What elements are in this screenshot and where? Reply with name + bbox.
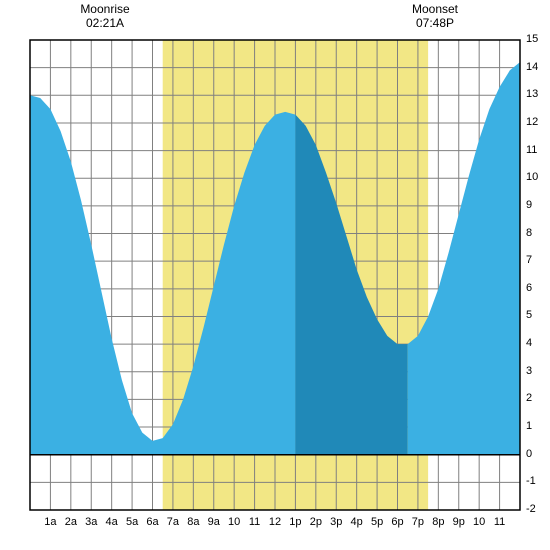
x-tick-label: 2p	[310, 516, 322, 528]
x-tick-label: 9p	[453, 516, 465, 528]
y-tick-label: 6	[526, 282, 532, 294]
x-tick-label: 12	[269, 516, 281, 528]
y-tick-label: 2	[526, 392, 532, 404]
x-tick-label: 3a	[85, 516, 97, 528]
y-tick-label: -1	[526, 475, 536, 487]
y-tick-label: 15	[526, 33, 538, 45]
x-tick-label: 3p	[330, 516, 342, 528]
moonrise-label: Moonrise 02:21A	[65, 2, 145, 30]
y-tick-label: 7	[526, 254, 532, 266]
y-tick-label: 1	[526, 420, 532, 432]
y-tick-label: 11	[526, 144, 537, 156]
y-tick-label: 5	[526, 309, 532, 321]
x-tick-label: 6a	[146, 516, 158, 528]
x-tick-label: 8a	[187, 516, 199, 528]
x-tick-label: 7a	[167, 516, 179, 528]
x-tick-label: 4a	[106, 516, 118, 528]
y-tick-label: 10	[526, 171, 538, 183]
y-tick-label: 14	[526, 61, 538, 73]
moonrise-title: Moonrise	[65, 2, 145, 16]
moonset-time: 07:48P	[395, 16, 475, 30]
x-tick-label: 5a	[126, 516, 138, 528]
moonrise-time: 02:21A	[65, 16, 145, 30]
chart-svg	[0, 0, 550, 550]
y-tick-label: 12	[526, 116, 538, 128]
x-tick-label: 6p	[391, 516, 403, 528]
y-tick-label: 9	[526, 199, 532, 211]
x-tick-label: 5p	[371, 516, 383, 528]
x-tick-label: 4p	[351, 516, 363, 528]
x-tick-label: 7p	[412, 516, 424, 528]
tide-chart: Moonrise 02:21A Moonset 07:48P -2-101234…	[0, 0, 550, 550]
x-tick-label: 11	[249, 516, 260, 528]
x-tick-label: 10	[228, 516, 240, 528]
x-tick-label: 9a	[208, 516, 220, 528]
y-tick-label: 3	[526, 365, 532, 377]
x-tick-label: 10	[473, 516, 485, 528]
x-tick-label: 11	[494, 516, 505, 528]
y-tick-label: 0	[526, 448, 532, 460]
y-tick-label: -2	[526, 503, 536, 515]
y-tick-label: 4	[526, 337, 532, 349]
x-tick-label: 8p	[432, 516, 444, 528]
moonset-label: Moonset 07:48P	[395, 2, 475, 30]
y-tick-label: 13	[526, 88, 538, 100]
x-tick-label: 1p	[289, 516, 301, 528]
x-tick-label: 1a	[44, 516, 56, 528]
moonset-title: Moonset	[395, 2, 475, 16]
x-tick-label: 2a	[65, 516, 77, 528]
y-tick-label: 8	[526, 227, 532, 239]
